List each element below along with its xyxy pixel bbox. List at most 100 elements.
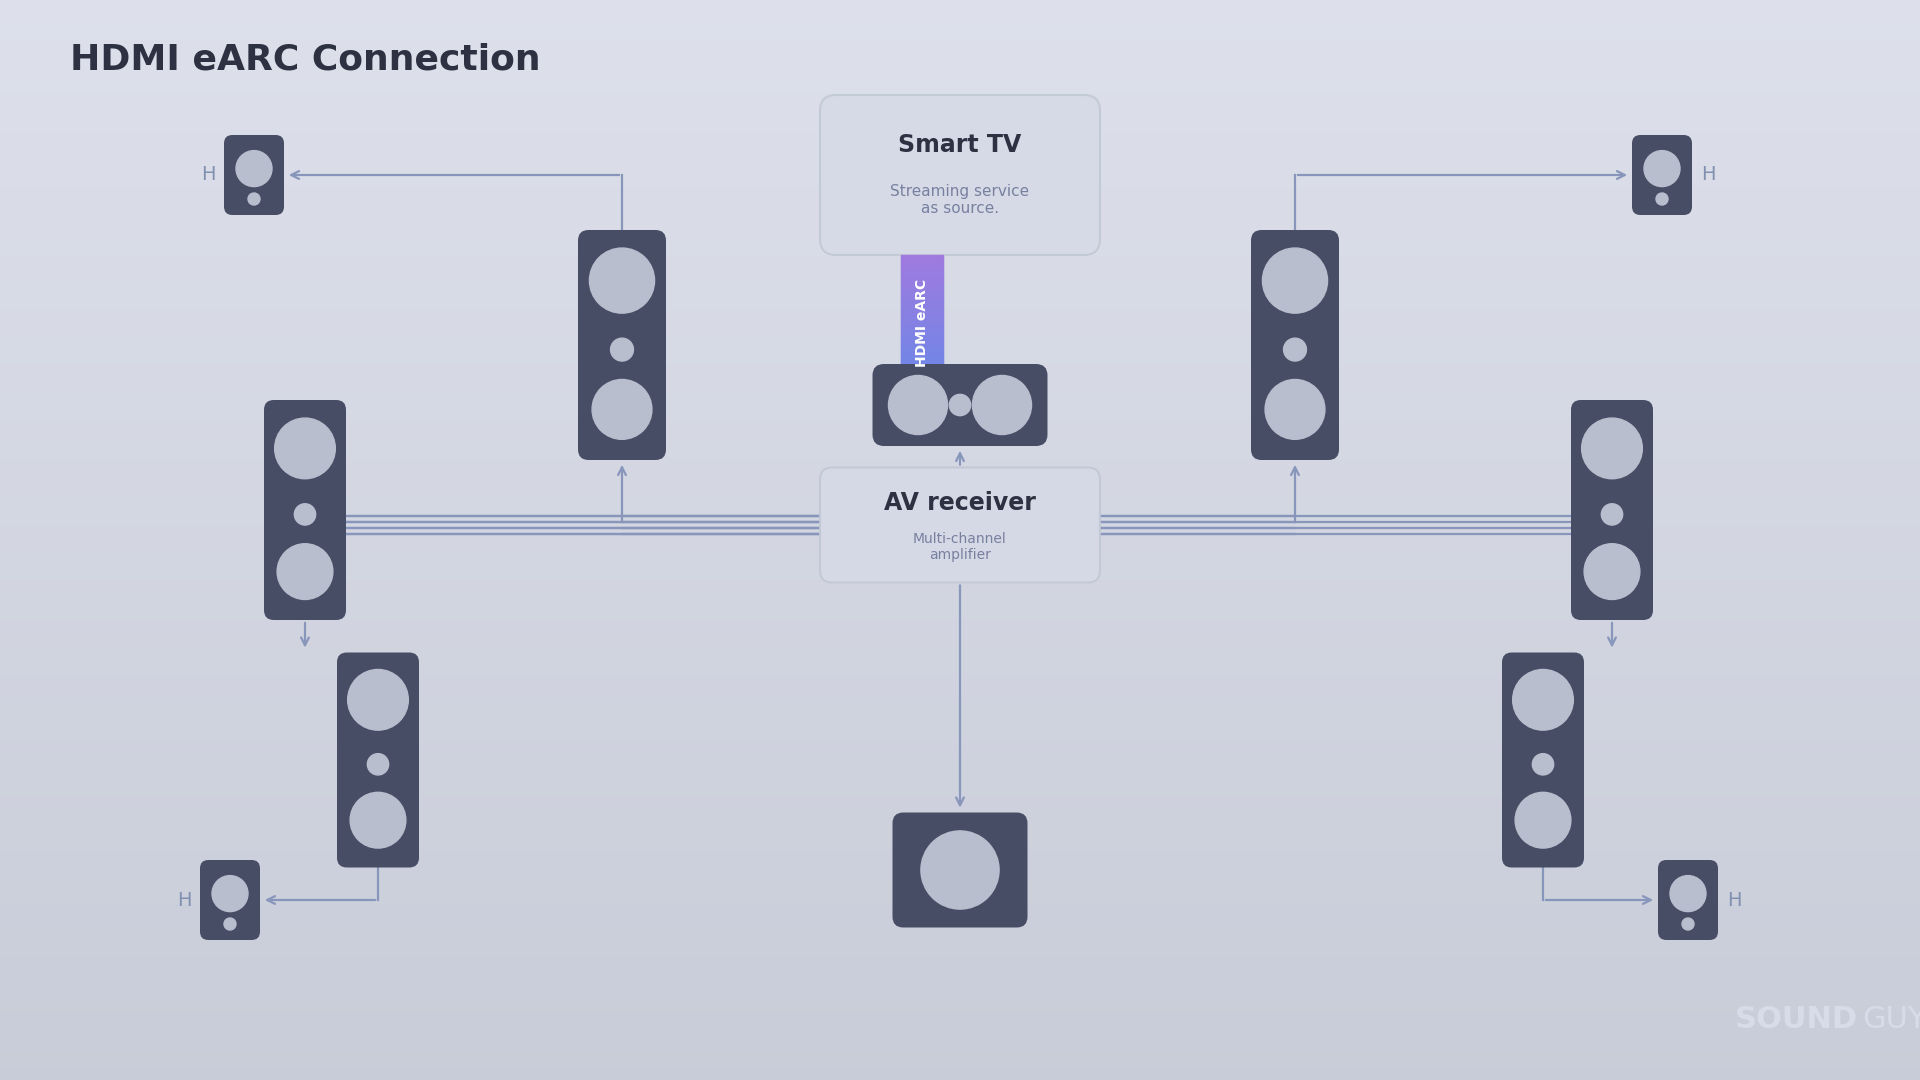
FancyBboxPatch shape xyxy=(200,860,259,940)
Bar xyxy=(900,302,943,306)
Bar xyxy=(900,388,943,391)
Bar xyxy=(900,280,943,283)
Bar xyxy=(0,783,1920,797)
FancyBboxPatch shape xyxy=(338,652,419,867)
FancyBboxPatch shape xyxy=(820,95,1100,255)
Bar xyxy=(0,283,1920,298)
Bar xyxy=(0,621,1920,635)
Bar xyxy=(900,318,943,321)
Bar xyxy=(900,383,943,387)
Bar xyxy=(0,743,1920,757)
Bar xyxy=(900,329,943,333)
Text: H: H xyxy=(177,891,192,909)
Bar xyxy=(0,418,1920,433)
Bar xyxy=(900,257,943,260)
Bar xyxy=(900,305,943,308)
Bar xyxy=(900,332,943,335)
Bar xyxy=(900,352,943,355)
Bar xyxy=(900,369,943,373)
Bar xyxy=(900,340,943,343)
Bar xyxy=(0,553,1920,568)
Bar xyxy=(0,499,1920,514)
Bar xyxy=(0,148,1920,163)
Bar xyxy=(0,661,1920,676)
Bar xyxy=(0,121,1920,136)
Bar xyxy=(900,267,943,270)
Bar xyxy=(0,837,1920,851)
Circle shape xyxy=(1513,670,1572,730)
Bar xyxy=(900,255,943,258)
Text: HDMI eARC: HDMI eARC xyxy=(916,279,929,366)
Bar xyxy=(0,337,1920,352)
Circle shape xyxy=(889,376,948,434)
Bar xyxy=(0,189,1920,203)
Bar xyxy=(0,823,1920,838)
Bar xyxy=(0,877,1920,892)
Bar xyxy=(0,959,1920,973)
Text: AV receiver: AV receiver xyxy=(883,491,1037,515)
Circle shape xyxy=(211,876,248,912)
Bar xyxy=(0,648,1920,662)
Bar xyxy=(0,905,1920,919)
Bar xyxy=(900,313,943,316)
Bar xyxy=(900,300,943,303)
Circle shape xyxy=(1263,248,1327,313)
Bar xyxy=(0,931,1920,946)
Bar xyxy=(900,377,943,380)
Bar xyxy=(0,27,1920,41)
Bar xyxy=(900,379,943,382)
Circle shape xyxy=(1601,503,1622,525)
Bar xyxy=(900,264,943,267)
Bar xyxy=(0,1013,1920,1027)
Bar xyxy=(0,473,1920,487)
Circle shape xyxy=(1655,193,1668,205)
Bar xyxy=(900,298,943,301)
Circle shape xyxy=(294,503,315,525)
Text: H: H xyxy=(1701,165,1715,185)
Bar xyxy=(900,271,943,274)
Bar xyxy=(0,365,1920,379)
Bar xyxy=(0,67,1920,82)
Bar xyxy=(900,363,943,366)
Bar xyxy=(0,1053,1920,1067)
Bar xyxy=(0,324,1920,338)
Circle shape xyxy=(367,754,388,775)
Bar xyxy=(0,486,1920,500)
Bar xyxy=(900,307,943,310)
Bar xyxy=(900,284,943,287)
Circle shape xyxy=(349,793,405,848)
Bar xyxy=(0,581,1920,595)
Circle shape xyxy=(948,394,972,416)
Bar xyxy=(0,891,1920,905)
FancyBboxPatch shape xyxy=(1632,135,1692,215)
Bar xyxy=(0,243,1920,257)
Bar xyxy=(0,1026,1920,1040)
Bar xyxy=(0,135,1920,149)
Bar xyxy=(900,350,943,353)
Bar xyxy=(0,13,1920,28)
Bar xyxy=(900,269,943,272)
Text: Streaming service
as source.: Streaming service as source. xyxy=(891,184,1029,216)
Bar xyxy=(0,918,1920,932)
Bar xyxy=(0,594,1920,608)
Circle shape xyxy=(1670,876,1707,912)
Bar xyxy=(0,756,1920,770)
Text: H: H xyxy=(1726,891,1741,909)
Circle shape xyxy=(276,543,332,599)
Bar xyxy=(900,273,943,276)
Bar xyxy=(0,391,1920,406)
Bar xyxy=(0,1039,1920,1054)
Bar xyxy=(900,282,943,285)
Bar xyxy=(900,288,943,292)
Text: GUYS: GUYS xyxy=(1862,1005,1920,1035)
Bar xyxy=(900,309,943,312)
Bar xyxy=(0,203,1920,217)
Bar xyxy=(900,348,943,351)
Circle shape xyxy=(1515,793,1571,848)
Circle shape xyxy=(348,670,409,730)
Bar xyxy=(900,278,943,281)
Bar xyxy=(900,286,943,289)
Bar xyxy=(900,315,943,319)
Bar xyxy=(0,162,1920,176)
Bar xyxy=(0,567,1920,581)
